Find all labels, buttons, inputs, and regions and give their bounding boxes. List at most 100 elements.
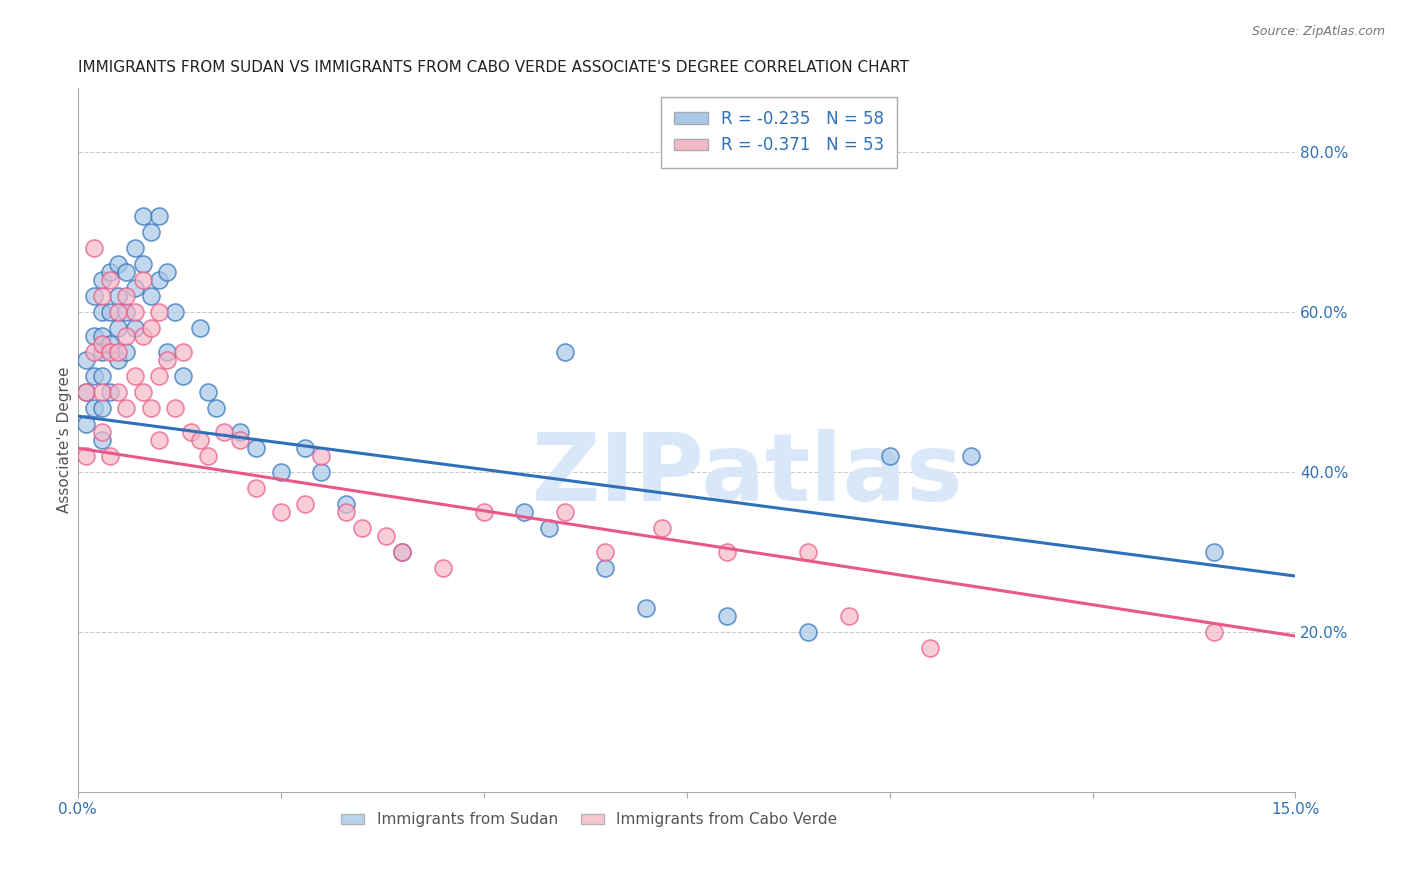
Legend: Immigrants from Sudan, Immigrants from Cabo Verde: Immigrants from Sudan, Immigrants from C… xyxy=(336,806,844,834)
Point xyxy=(131,329,153,343)
Point xyxy=(472,505,495,519)
Point xyxy=(83,345,105,359)
Point xyxy=(124,305,146,319)
Point xyxy=(75,385,97,400)
Point xyxy=(91,329,114,343)
Point xyxy=(83,329,105,343)
Point xyxy=(124,241,146,255)
Point xyxy=(98,337,121,351)
Point xyxy=(797,545,820,559)
Point xyxy=(148,305,170,319)
Point xyxy=(148,433,170,447)
Point xyxy=(797,625,820,640)
Point xyxy=(879,449,901,463)
Point xyxy=(131,257,153,271)
Point xyxy=(311,465,333,479)
Point xyxy=(83,241,105,255)
Point xyxy=(107,385,129,400)
Point xyxy=(838,609,860,624)
Point xyxy=(98,385,121,400)
Point xyxy=(107,321,129,335)
Point xyxy=(75,449,97,463)
Point xyxy=(91,433,114,447)
Point xyxy=(98,305,121,319)
Point xyxy=(131,209,153,223)
Point xyxy=(115,329,138,343)
Text: ZIPatlas: ZIPatlas xyxy=(531,429,963,521)
Point xyxy=(716,545,738,559)
Point xyxy=(245,481,267,495)
Point xyxy=(107,345,129,359)
Point xyxy=(172,369,194,384)
Point xyxy=(270,465,292,479)
Text: Source: ZipAtlas.com: Source: ZipAtlas.com xyxy=(1251,25,1385,38)
Point xyxy=(107,353,129,368)
Point xyxy=(188,321,211,335)
Point xyxy=(188,433,211,447)
Point xyxy=(75,417,97,431)
Point xyxy=(115,345,138,359)
Point xyxy=(375,529,398,543)
Point xyxy=(651,521,673,535)
Text: IMMIGRANTS FROM SUDAN VS IMMIGRANTS FROM CABO VERDE ASSOCIATE'S DEGREE CORRELATI: IMMIGRANTS FROM SUDAN VS IMMIGRANTS FROM… xyxy=(77,60,908,75)
Point xyxy=(91,305,114,319)
Y-axis label: Associate's Degree: Associate's Degree xyxy=(58,367,72,514)
Point xyxy=(107,305,129,319)
Point xyxy=(98,345,121,359)
Point xyxy=(595,545,617,559)
Point xyxy=(107,289,129,303)
Point xyxy=(131,273,153,287)
Point xyxy=(716,609,738,624)
Point xyxy=(537,521,560,535)
Point xyxy=(139,225,162,239)
Point xyxy=(115,289,138,303)
Point xyxy=(91,289,114,303)
Point xyxy=(335,505,357,519)
Point xyxy=(554,345,576,359)
Point xyxy=(156,353,179,368)
Point xyxy=(98,273,121,287)
Point xyxy=(75,353,97,368)
Point xyxy=(156,265,179,279)
Point xyxy=(83,289,105,303)
Point xyxy=(270,505,292,519)
Point xyxy=(1204,625,1226,640)
Point xyxy=(350,521,373,535)
Point xyxy=(595,561,617,575)
Point xyxy=(634,601,657,615)
Point xyxy=(165,401,187,416)
Point xyxy=(245,441,267,455)
Point xyxy=(139,321,162,335)
Point xyxy=(98,265,121,279)
Point xyxy=(91,337,114,351)
Point xyxy=(294,497,316,511)
Point xyxy=(212,425,235,439)
Point xyxy=(959,449,981,463)
Point xyxy=(124,281,146,295)
Point xyxy=(294,441,316,455)
Point xyxy=(229,425,252,439)
Point xyxy=(920,640,942,655)
Point xyxy=(204,401,226,416)
Point xyxy=(131,385,153,400)
Point xyxy=(180,425,202,439)
Point xyxy=(432,561,454,575)
Point xyxy=(172,345,194,359)
Point xyxy=(83,401,105,416)
Point xyxy=(91,425,114,439)
Point xyxy=(115,265,138,279)
Point xyxy=(148,369,170,384)
Point xyxy=(554,505,576,519)
Point xyxy=(83,369,105,384)
Point xyxy=(115,401,138,416)
Point xyxy=(148,273,170,287)
Point xyxy=(1204,545,1226,559)
Point xyxy=(115,305,138,319)
Point xyxy=(91,345,114,359)
Point xyxy=(91,385,114,400)
Point xyxy=(311,449,333,463)
Point xyxy=(335,497,357,511)
Point xyxy=(91,369,114,384)
Point xyxy=(391,545,413,559)
Point xyxy=(139,289,162,303)
